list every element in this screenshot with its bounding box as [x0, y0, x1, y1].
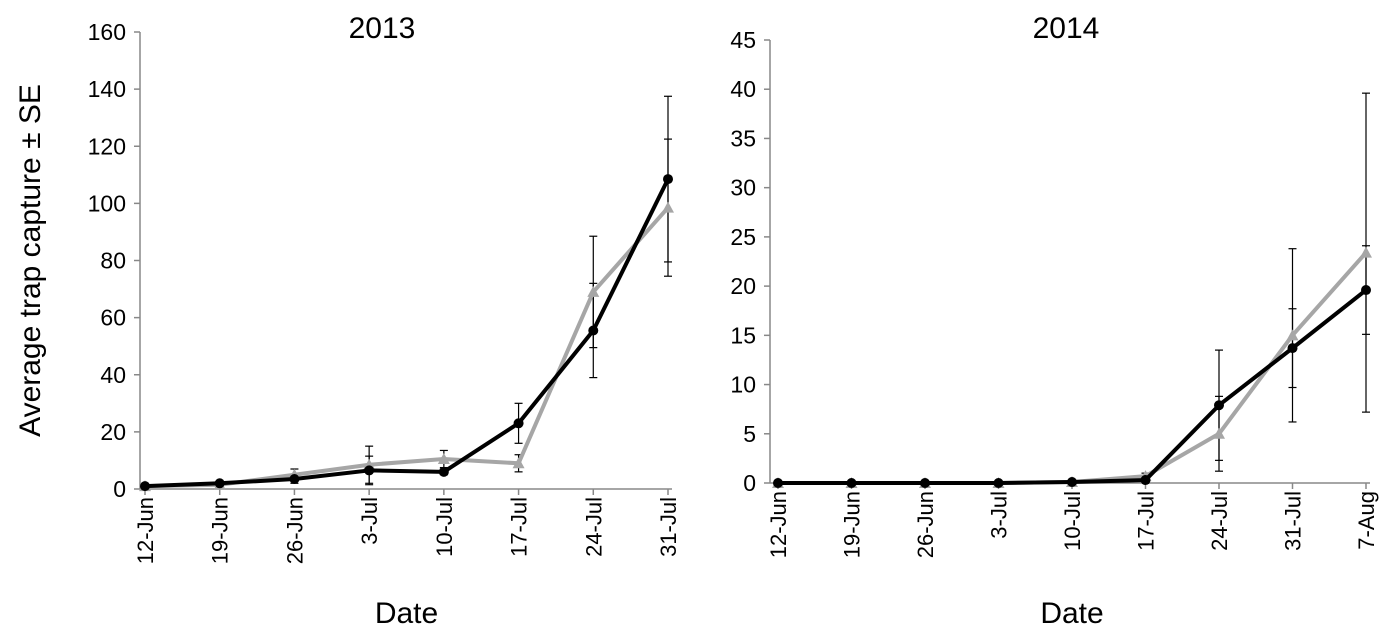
y-tick-label: 20 [730, 273, 756, 299]
series-line [144, 206, 670, 489]
x-tick-label: 19-Jun [208, 497, 233, 564]
marker [773, 478, 783, 488]
x-axis-title: Date [1040, 597, 1103, 630]
marker [289, 474, 300, 485]
x-tick-label: 19-Jun [840, 491, 865, 558]
marker [1213, 427, 1225, 439]
marker [846, 478, 857, 488]
x-tick-label: 7-Aug [1354, 491, 1379, 550]
y-axis-title: Average trap capture ± SE [14, 84, 47, 437]
marker [512, 457, 525, 469]
y-tick-label: 40 [100, 362, 126, 388]
x-tick-label: 24-Jul [581, 497, 606, 557]
series-line [778, 288, 1368, 485]
marker [662, 201, 674, 213]
x-tick-label: 31-Jul [1281, 491, 1306, 551]
y-tick-label: 25 [730, 224, 756, 250]
y-tick-label: 60 [100, 305, 126, 331]
y-tick-label: 5 [743, 421, 756, 447]
marker [587, 285, 600, 297]
marker [588, 325, 599, 336]
x-tick-label: 12-Jun [766, 491, 791, 558]
marker [1287, 343, 1298, 354]
marker [993, 478, 1004, 488]
series-line [778, 251, 1368, 485]
y-tick-label: 0 [743, 470, 756, 496]
x-tick-label: 31-Jul [656, 497, 681, 557]
y-tick-label: 0 [113, 476, 126, 502]
marker [513, 418, 524, 429]
x-tick-label: 12-Jun [133, 497, 158, 564]
marker [1361, 285, 1371, 296]
x-tick-label: 24-Jul [1207, 491, 1232, 551]
y-tick-label: 15 [730, 322, 756, 348]
chart-title: 2014 [1033, 12, 1100, 45]
y-tick-label: 20 [100, 419, 126, 445]
y-tick-label: 120 [88, 133, 126, 159]
marker [663, 174, 673, 185]
marker [438, 466, 449, 477]
marker [1214, 400, 1224, 411]
x-axis-title: Date [375, 597, 438, 630]
y-tick-label: 100 [88, 190, 126, 216]
series-line [144, 178, 670, 489]
marker [140, 481, 150, 492]
y-tick-label: 30 [730, 175, 756, 201]
marker [364, 465, 375, 476]
x-tick-label: 17-Jul [1134, 491, 1159, 551]
marker [214, 478, 225, 489]
marker [1140, 475, 1151, 486]
marker [1360, 246, 1372, 258]
y-tick-label: 10 [730, 372, 756, 398]
y-tick-label: 40 [730, 76, 756, 102]
marker [1286, 329, 1299, 341]
y-tick-label: 45 [730, 27, 756, 53]
x-tick-label: 10-Jul [432, 497, 457, 557]
y-tick-label: 160 [88, 19, 126, 45]
x-tick-label: 10-Jul [1060, 491, 1085, 551]
marker [920, 478, 930, 488]
chart-title: 2013 [349, 12, 416, 45]
y-tick-label: 35 [730, 125, 756, 151]
x-tick-label: 17-Jul [507, 497, 532, 557]
x-tick-label: 3-Jul [987, 491, 1012, 539]
x-tick-label: 26-Jun [282, 497, 307, 564]
marker [1067, 477, 1077, 488]
x-tick-label: 3-Jul [357, 497, 382, 545]
marker [437, 453, 450, 465]
x-tick-label: 26-Jun [913, 491, 938, 558]
y-tick-label: 140 [88, 76, 126, 102]
y-tick-label: 80 [100, 248, 126, 274]
